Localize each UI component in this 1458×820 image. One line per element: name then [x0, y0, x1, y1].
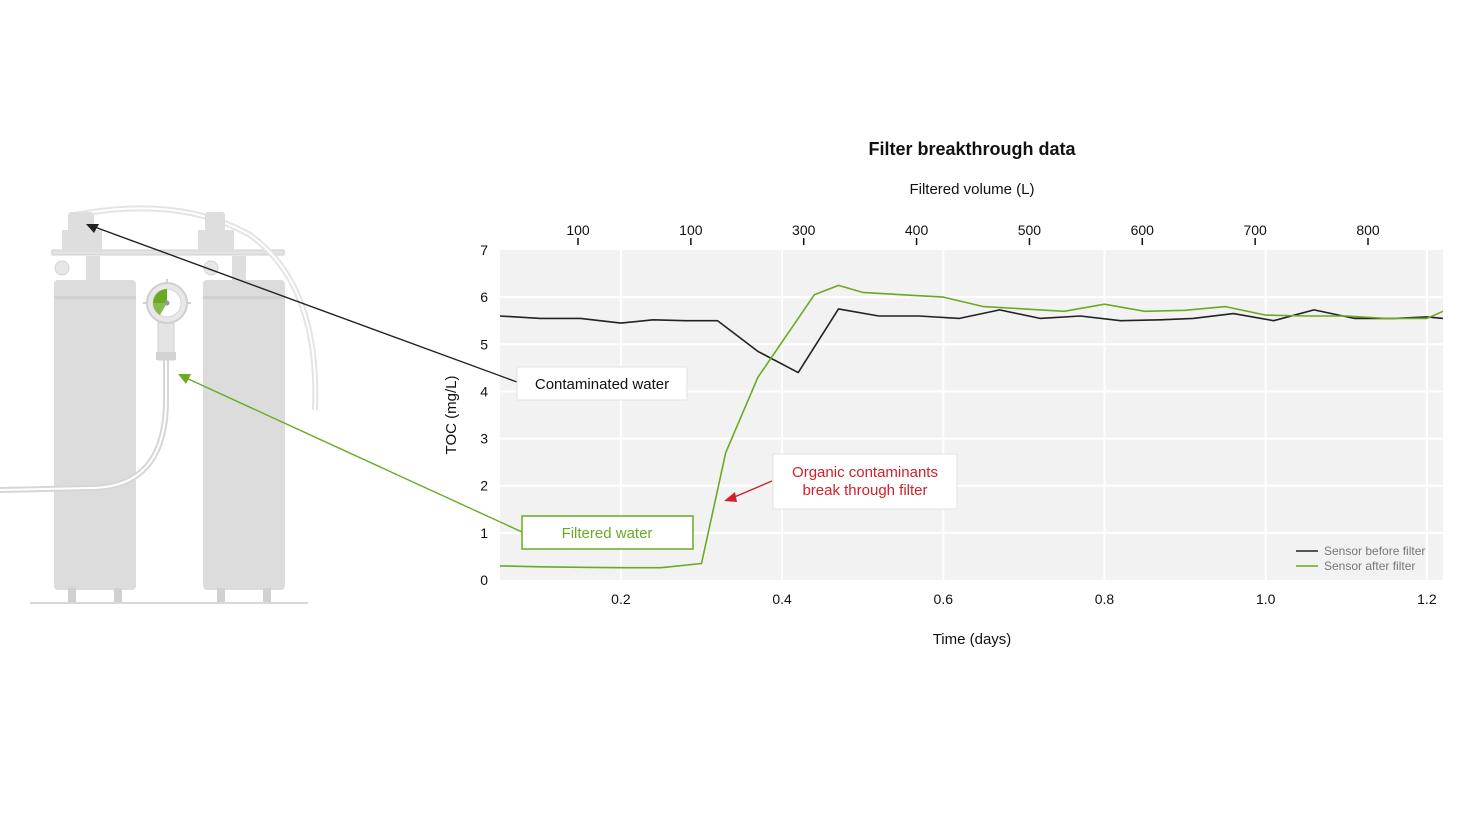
- x-tick-label: 1.2: [1417, 591, 1437, 607]
- top-tick-label: 100: [679, 222, 703, 238]
- x-tick-label: 0.8: [1095, 591, 1115, 607]
- filtered-arrow-icon: [178, 374, 191, 384]
- x-axis-ticks: 0.2 0.4 0.6 0.8 1.0 1.2: [611, 591, 1437, 607]
- series-line-after-filter: [499, 284, 1444, 569]
- top-tick-label: 100: [566, 222, 590, 238]
- x-axis-title: Time (days): [933, 631, 1012, 648]
- top-tick-label: 400: [905, 222, 929, 238]
- breakthrough-callout-line1: Organic contaminants: [792, 464, 938, 481]
- y-tick-label: 0: [480, 572, 488, 588]
- callouts: Contaminated water Filtered water Organi…: [86, 224, 958, 550]
- breakthrough-callout-line2: break through filter: [802, 482, 927, 499]
- contaminated-arrow-icon: [86, 224, 99, 233]
- series-group: [499, 284, 1444, 569]
- y-tick-label: 5: [480, 336, 488, 352]
- contaminated-callout-box: [516, 366, 688, 401]
- legend-label: Sensor before filter: [1324, 544, 1425, 558]
- y-tick-label: 7: [480, 242, 488, 258]
- top-tick-label: 600: [1131, 222, 1155, 238]
- top-tick-label: 500: [1018, 222, 1042, 238]
- y-tick-label: 1: [480, 525, 488, 541]
- y-tick-label: 6: [480, 289, 488, 305]
- filter-illustration: [0, 205, 319, 604]
- x-tick-label: 0.2: [611, 591, 631, 607]
- contaminated-callout-label: Contaminated water: [535, 376, 669, 393]
- sensor-gauge-icon: [143, 279, 191, 324]
- legend-label: Sensor after filter: [1324, 559, 1415, 573]
- breakthrough-arrow-icon: [724, 492, 737, 502]
- y-axis-title: TOC (mg/L): [443, 376, 460, 455]
- x-tick-label: 0.4: [772, 591, 792, 607]
- top-tick-label: 700: [1243, 222, 1267, 238]
- top-axis-title: Filtered volume (L): [909, 181, 1034, 198]
- top-tick-label: 300: [792, 222, 816, 238]
- breakthrough-callout-box: [772, 453, 958, 510]
- series-line-before-filter: [499, 308, 1444, 374]
- y-tick-label: 4: [480, 383, 488, 399]
- y-tick-label: 2: [480, 478, 488, 494]
- filtered-callout-box: [521, 515, 694, 550]
- x-tick-label: 0.6: [934, 591, 954, 607]
- filtered-callout-label: Filtered water: [562, 525, 653, 542]
- chart-title: Filter breakthrough data: [868, 139, 1076, 159]
- top-axis-ticks: 100 100 300 400 500 600 700 800: [566, 222, 1380, 245]
- top-tick-label: 800: [1356, 222, 1380, 238]
- y-tick-label: 3: [480, 431, 488, 447]
- x-tick-label: 1.0: [1256, 591, 1276, 607]
- y-axis-ticks: 0 1 2 3 4 5 6 7: [480, 242, 488, 588]
